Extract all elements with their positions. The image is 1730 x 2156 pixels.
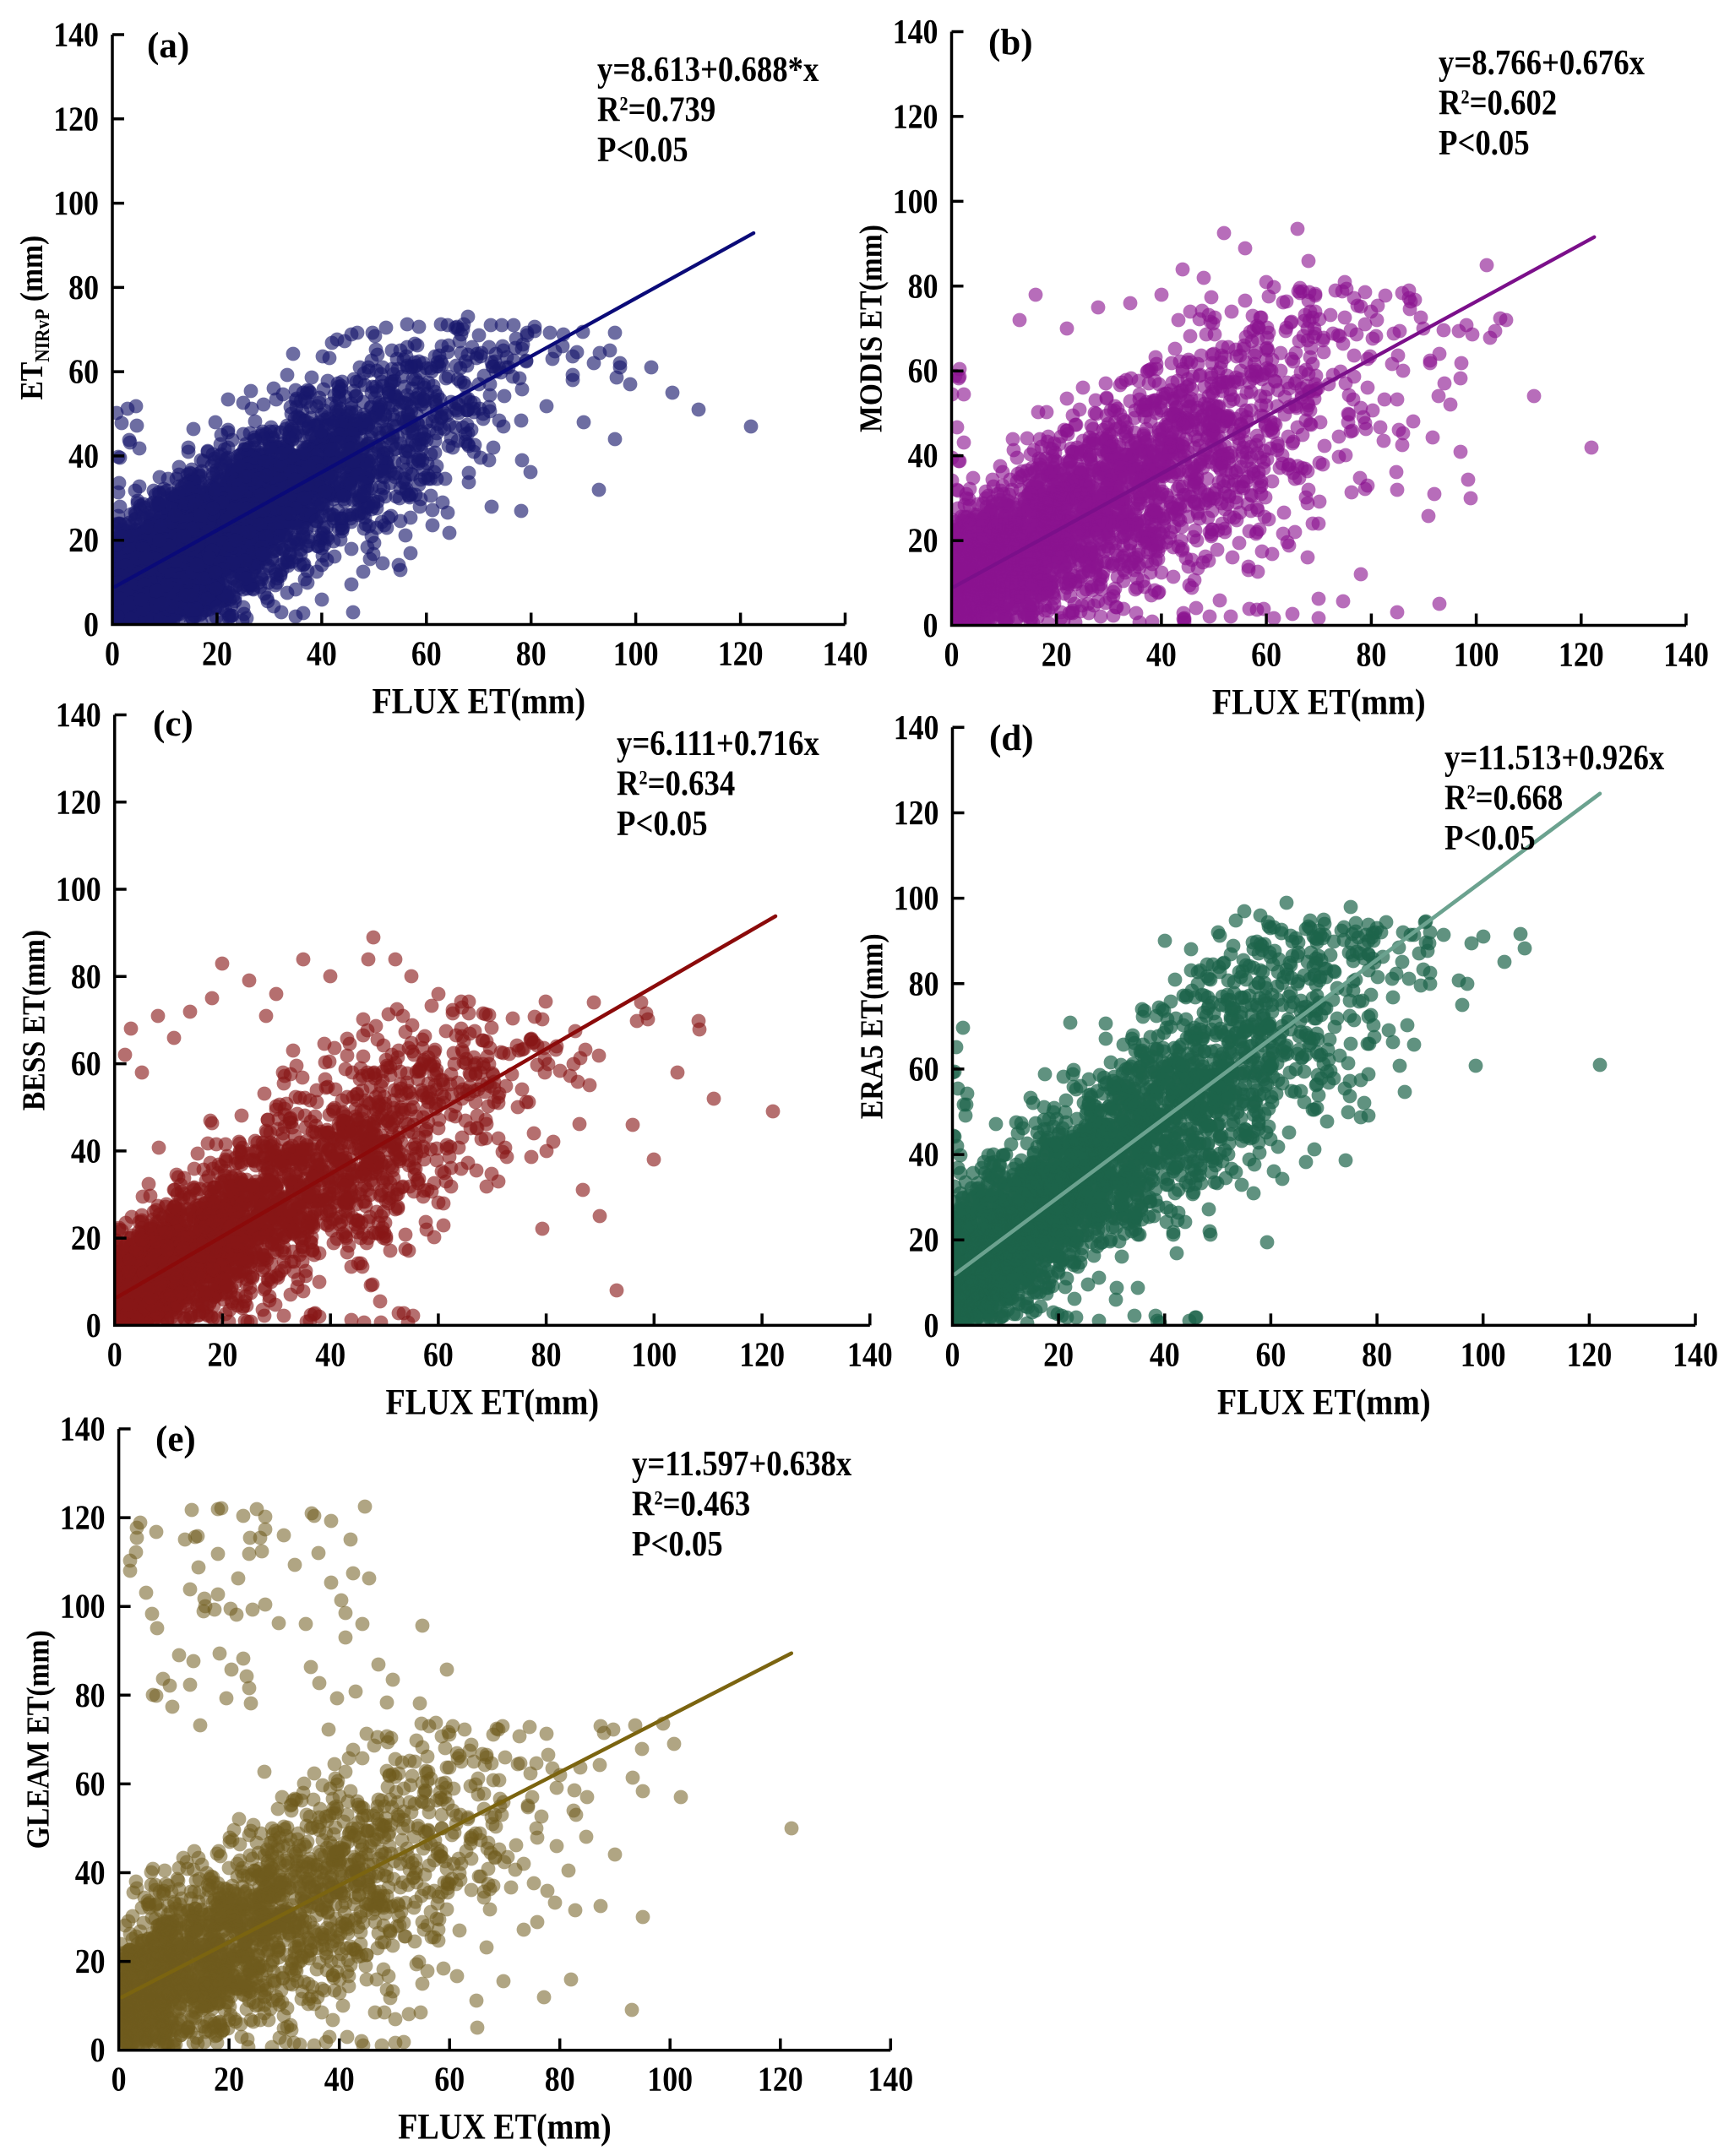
svg-text:y=8.613+0.688*x: y=8.613+0.688*x (597, 50, 819, 90)
svg-text:80: 80 (516, 635, 547, 673)
svg-text:100: 100 (53, 185, 99, 223)
svg-text:80: 80 (68, 269, 99, 307)
svg-text:120: 120 (718, 635, 764, 673)
svg-text:140: 140 (823, 635, 868, 673)
svg-text:R2=0.739: R2=0.739 (597, 90, 715, 129)
svg-text:60: 60 (68, 353, 99, 391)
svg-text:FLUX ET(mm): FLUX ET(mm) (373, 681, 586, 721)
svg-text:P<0.05: P<0.05 (597, 130, 688, 170)
svg-text:20: 20 (202, 635, 232, 673)
svg-text:ETNIRvP (mm): ETNIRvP (mm) (14, 236, 53, 400)
svg-text:0: 0 (105, 635, 120, 673)
svg-text:(a): (a) (147, 26, 189, 66)
svg-text:100: 100 (613, 635, 659, 673)
svg-text:120: 120 (53, 100, 99, 138)
svg-text:20: 20 (68, 522, 99, 560)
svg-text:40: 40 (68, 437, 99, 475)
svg-text:0: 0 (84, 606, 99, 644)
svg-text:40: 40 (307, 635, 337, 673)
svg-text:140: 140 (53, 16, 99, 54)
svg-text:60: 60 (411, 635, 442, 673)
